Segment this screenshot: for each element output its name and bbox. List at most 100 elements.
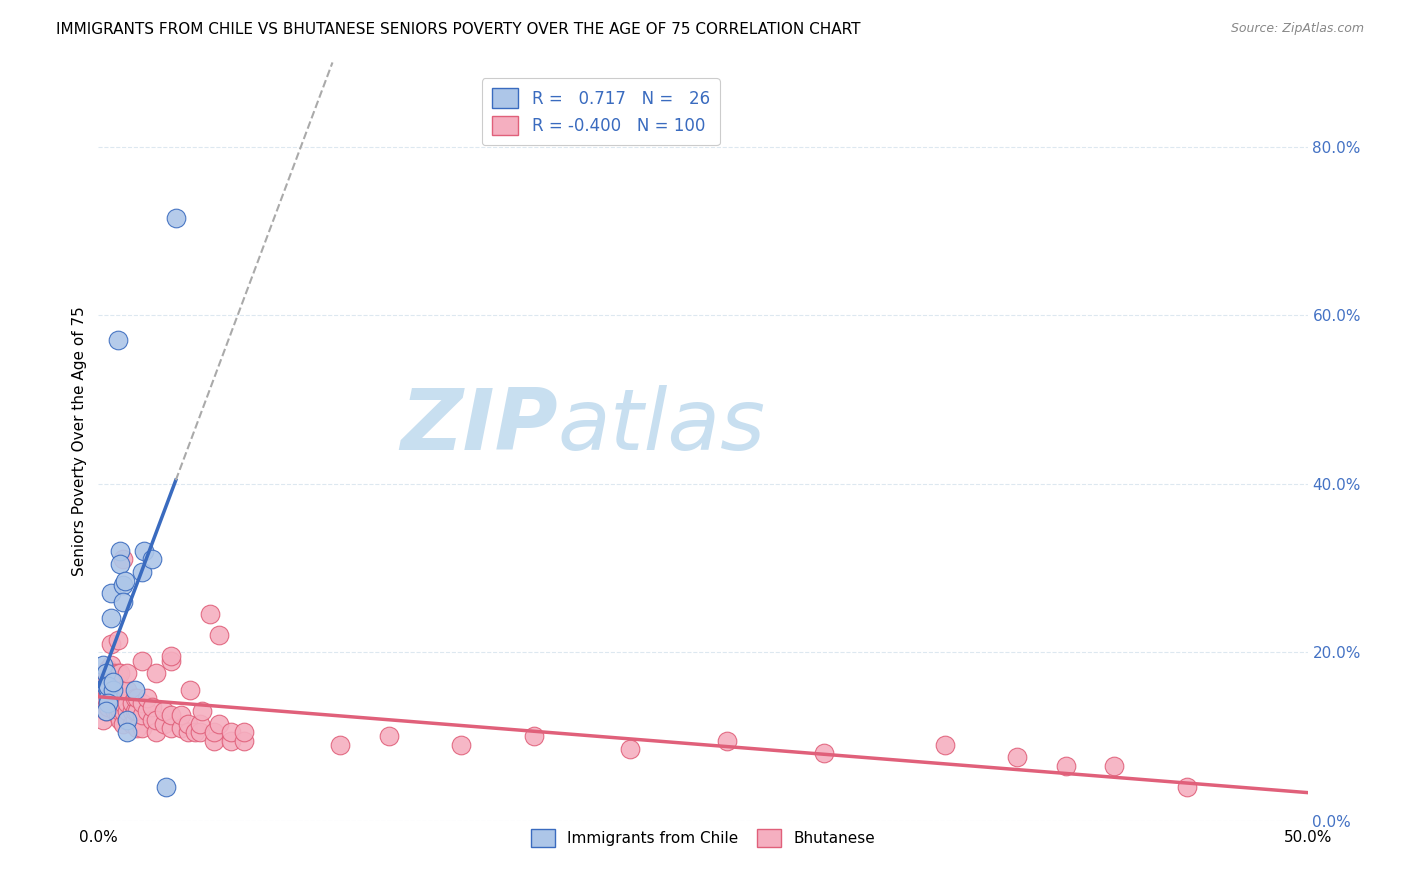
Text: Source: ZipAtlas.com: Source: ZipAtlas.com bbox=[1230, 22, 1364, 36]
Point bbox=[124, 704, 146, 718]
Point bbox=[107, 632, 129, 647]
Point bbox=[111, 704, 134, 718]
Point bbox=[94, 704, 117, 718]
Point bbox=[124, 691, 146, 706]
Point bbox=[208, 628, 231, 642]
Point bbox=[97, 679, 120, 693]
Point bbox=[329, 738, 352, 752]
Point bbox=[124, 683, 146, 698]
Point bbox=[145, 713, 167, 727]
Point bbox=[100, 637, 122, 651]
Point bbox=[117, 704, 139, 718]
Point bbox=[97, 696, 120, 710]
Point bbox=[184, 725, 207, 739]
Point bbox=[111, 683, 134, 698]
Point bbox=[91, 696, 114, 710]
Point bbox=[1054, 759, 1077, 773]
Text: atlas: atlas bbox=[558, 384, 766, 468]
Point bbox=[165, 211, 187, 226]
Point bbox=[101, 683, 124, 698]
Point bbox=[104, 704, 127, 718]
Point bbox=[117, 713, 139, 727]
Point bbox=[169, 721, 191, 735]
Point bbox=[101, 679, 124, 693]
Point bbox=[108, 704, 131, 718]
Point bbox=[232, 733, 254, 747]
Point bbox=[152, 716, 174, 731]
Point bbox=[121, 696, 143, 710]
Point bbox=[97, 683, 120, 698]
Point bbox=[145, 725, 167, 739]
Point bbox=[97, 699, 120, 714]
Point bbox=[619, 742, 641, 756]
Point bbox=[1007, 750, 1029, 764]
Point bbox=[104, 674, 127, 689]
Point bbox=[145, 666, 167, 681]
Point bbox=[101, 683, 124, 698]
Point bbox=[232, 725, 254, 739]
Point bbox=[117, 666, 139, 681]
Point bbox=[208, 716, 231, 731]
Point bbox=[134, 544, 156, 558]
Point bbox=[91, 679, 114, 693]
Point bbox=[100, 611, 122, 625]
Point bbox=[100, 586, 122, 600]
Point bbox=[121, 704, 143, 718]
Point bbox=[221, 733, 243, 747]
Point bbox=[101, 666, 124, 681]
Point bbox=[107, 708, 129, 723]
Point bbox=[934, 738, 956, 752]
Point bbox=[101, 699, 124, 714]
Point bbox=[160, 654, 183, 668]
Point bbox=[450, 738, 472, 752]
Point bbox=[124, 713, 146, 727]
Point bbox=[1175, 780, 1198, 794]
Point bbox=[114, 574, 136, 588]
Point bbox=[108, 713, 131, 727]
Point bbox=[198, 607, 221, 622]
Point bbox=[100, 679, 122, 693]
Y-axis label: Seniors Poverty Over the Age of 75: Seniors Poverty Over the Age of 75 bbox=[72, 307, 87, 576]
Point bbox=[117, 683, 139, 698]
Point bbox=[100, 657, 122, 672]
Point bbox=[152, 704, 174, 718]
Point bbox=[101, 691, 124, 706]
Point bbox=[104, 691, 127, 706]
Point bbox=[108, 683, 131, 698]
Point bbox=[117, 696, 139, 710]
Point bbox=[131, 721, 153, 735]
Point bbox=[100, 696, 122, 710]
Point bbox=[97, 666, 120, 681]
Point bbox=[97, 687, 120, 701]
Point bbox=[117, 713, 139, 727]
Point bbox=[188, 716, 211, 731]
Point bbox=[97, 662, 120, 676]
Point bbox=[127, 721, 149, 735]
Point bbox=[131, 708, 153, 723]
Point bbox=[97, 696, 120, 710]
Point bbox=[108, 696, 131, 710]
Point bbox=[169, 708, 191, 723]
Point bbox=[141, 699, 163, 714]
Point bbox=[127, 704, 149, 718]
Point bbox=[204, 725, 226, 739]
Point bbox=[377, 730, 399, 744]
Point bbox=[111, 696, 134, 710]
Point bbox=[131, 565, 153, 579]
Point bbox=[1102, 759, 1125, 773]
Point bbox=[111, 594, 134, 608]
Point bbox=[111, 716, 134, 731]
Point bbox=[179, 683, 201, 698]
Point bbox=[104, 683, 127, 698]
Point bbox=[94, 679, 117, 693]
Point bbox=[108, 557, 131, 571]
Point bbox=[97, 691, 120, 706]
Point bbox=[160, 721, 183, 735]
Point bbox=[121, 716, 143, 731]
Point bbox=[108, 544, 131, 558]
Point bbox=[91, 713, 114, 727]
Text: IMMIGRANTS FROM CHILE VS BHUTANESE SENIORS POVERTY OVER THE AGE OF 75 CORRELATIO: IMMIGRANTS FROM CHILE VS BHUTANESE SENIO… bbox=[56, 22, 860, 37]
Point bbox=[101, 674, 124, 689]
Point bbox=[177, 725, 200, 739]
Point bbox=[221, 725, 243, 739]
